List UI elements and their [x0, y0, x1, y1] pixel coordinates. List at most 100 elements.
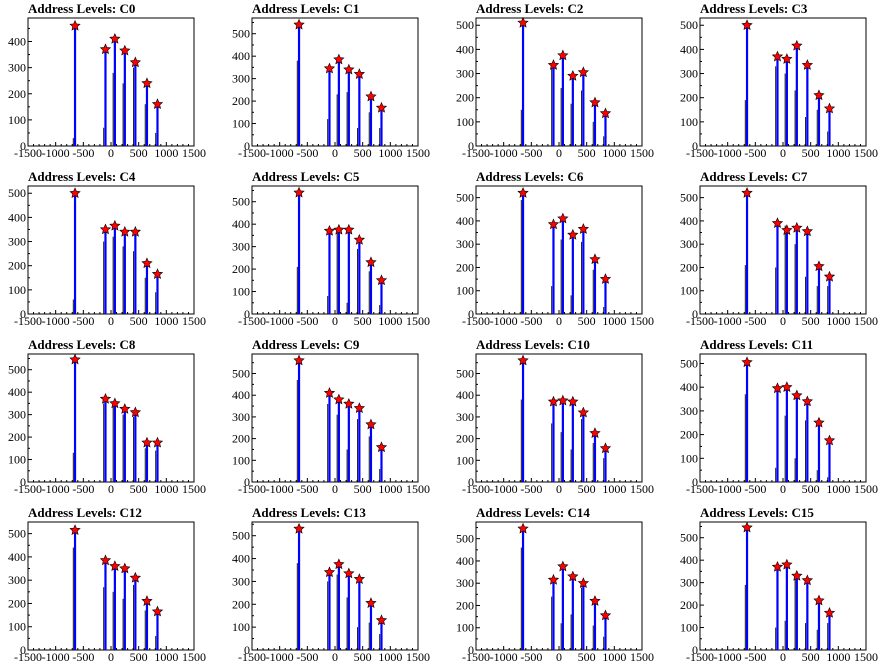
y-tick-label: 400: [8, 385, 26, 399]
secondary-bar: [336, 233, 338, 314]
secondary-bar: [775, 267, 777, 314]
secondary-bar: [296, 266, 298, 314]
peak-marker: [129, 571, 142, 583]
y-tick-label: 0: [20, 307, 26, 321]
plot-frame: [475, 17, 643, 147]
secondary-bar: [520, 547, 522, 650]
peak-marker: [119, 225, 131, 237]
x-tick-label: 500: [802, 482, 820, 496]
secondary-bar: [592, 121, 594, 146]
secondary-bar: [379, 634, 381, 650]
level-bar: [521, 192, 525, 314]
peak-marker: [547, 59, 560, 70]
y-tick-label: 500: [456, 18, 474, 32]
peak-marker: [547, 573, 560, 585]
y-tick-label: 0: [244, 643, 250, 657]
level-bar: [582, 412, 585, 482]
y-tick-label: 100: [232, 453, 250, 467]
level-bar: [785, 59, 788, 146]
x-tick-label: 1000: [154, 482, 178, 496]
chart-title: Address Levels: C11: [700, 337, 813, 352]
x-tick-label: 500: [578, 146, 596, 160]
secondary-bar: [784, 73, 786, 146]
level-bar: [593, 433, 597, 482]
x-tick-label: 1500: [406, 314, 430, 328]
secondary-bar: [368, 112, 370, 146]
y-tick-label: 0: [692, 643, 698, 657]
chart-panel-c3: Address Levels: C3 -1500 -1000 -500 0 500 1000…: [672, 0, 896, 168]
secondary-bar: [103, 127, 105, 146]
peak-marker: [589, 96, 601, 108]
secondary-bar: [327, 403, 329, 482]
x-tick-label: 1500: [406, 650, 430, 664]
chart-svg: Address Levels: C8-1500 -1000 -500 0 500 1000…: [8, 337, 206, 496]
chart-panel-c11: Address Levels: C11 -1500 -1000 -500 0 500 100…: [672, 336, 896, 504]
peak-marker: [781, 53, 793, 64]
secondary-bar: [551, 68, 553, 146]
level-bar: [561, 55, 564, 147]
x-tick-label: 1000: [602, 314, 626, 328]
level-bar: [604, 448, 607, 482]
level-bar: [604, 113, 607, 146]
level-bar: [521, 360, 525, 482]
chart-panel-c8: Address Levels: C8 -1500 -1000 -500 0 500 1000…: [0, 336, 224, 504]
secondary-bar: [346, 449, 348, 482]
y-tick-label: 300: [456, 410, 474, 424]
secondary-bar: [72, 452, 74, 482]
level-bar: [297, 360, 301, 482]
x-tick-label: 1000: [378, 482, 402, 496]
x-tick-label: -500: [296, 146, 318, 160]
x-tick-label: -1000: [266, 146, 294, 160]
plot-frame: [475, 521, 643, 651]
y-tick-label: 500: [456, 367, 474, 381]
x-tick-label: -1500: [686, 314, 714, 328]
secondary-bar: [560, 88, 562, 146]
level-bar: [817, 600, 821, 650]
x-tick-label: -1500: [238, 650, 266, 664]
level-bar: [123, 50, 126, 146]
level-bar: [828, 276, 831, 314]
y-tick-label: 300: [456, 237, 474, 251]
y-tick-label: 100: [456, 284, 474, 298]
chart-title: Address Levels: C4: [28, 169, 136, 184]
peak-marker: [781, 381, 793, 392]
y-tick-label: 300: [232, 574, 250, 588]
x-tick-label: -1000: [42, 314, 70, 328]
y-tick-label: 0: [244, 475, 250, 489]
y-tick-label: 200: [456, 91, 474, 105]
y-tick-label: 200: [232, 94, 250, 108]
y-tick-label: 100: [8, 453, 26, 467]
secondary-bar: [592, 269, 594, 314]
secondary-bar: [603, 458, 605, 482]
peak-marker: [375, 441, 388, 453]
level-bar: [73, 25, 77, 147]
secondary-bar: [603, 136, 605, 146]
level-bar: [521, 22, 525, 147]
plot-frame: [251, 17, 419, 147]
peak-marker: [141, 595, 153, 606]
x-tick-label: 0: [332, 314, 338, 328]
level-bar: [593, 601, 597, 650]
peak-marker: [375, 274, 388, 286]
level-bar: [582, 72, 585, 146]
secondary-bar: [816, 286, 818, 314]
peak-marker: [599, 107, 612, 119]
y-tick-label: 500: [680, 531, 698, 545]
secondary-bar: [346, 302, 348, 314]
level-bar: [561, 218, 564, 314]
y-tick-label: 300: [8, 408, 26, 422]
plot-frame: [475, 353, 643, 483]
y-tick-label: 300: [232, 72, 250, 86]
chart-title: Address Levels: C3: [700, 1, 808, 16]
peak-marker: [813, 89, 825, 101]
peak-marker: [547, 218, 560, 230]
peak-marker: [323, 566, 336, 578]
y-tick-label: 0: [20, 643, 26, 657]
x-tick-label: 1500: [630, 146, 654, 160]
y-tick-label: 400: [456, 42, 474, 56]
peak-marker: [69, 187, 81, 199]
x-tick-label: 500: [578, 482, 596, 496]
x-tick-label: 1000: [378, 650, 402, 664]
peak-marker: [353, 68, 366, 79]
x-tick-label: 1000: [826, 146, 850, 160]
